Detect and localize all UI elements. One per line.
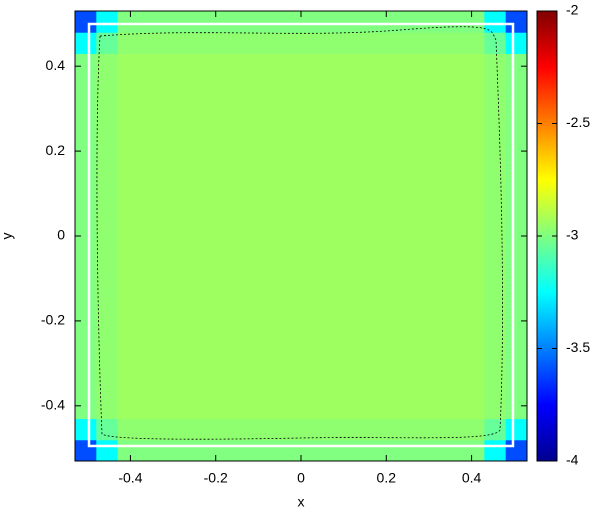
x-tick-label: 0 <box>297 470 305 486</box>
heatmap-cell <box>75 32 97 54</box>
heatmap-cell <box>96 418 119 441</box>
heatmap-cell <box>484 11 507 33</box>
heatmap-cell <box>96 32 119 54</box>
heatmap-cell <box>505 32 528 54</box>
heatmap-cell <box>96 439 119 462</box>
heatmap-cell <box>75 439 97 462</box>
contour <box>96 26 503 440</box>
y-tick-label: -0.4 <box>41 397 65 413</box>
heatmap-cell <box>505 418 528 441</box>
heatmap-cell <box>117 53 485 420</box>
boundary <box>87 22 515 448</box>
x-axis-label: x <box>298 494 305 510</box>
heatmap-cell <box>75 11 97 33</box>
heatmap-cell <box>505 11 528 33</box>
heatmap-cell <box>117 11 485 33</box>
heatmap-cell <box>484 53 507 420</box>
heatmap-cell <box>75 418 97 441</box>
colorbar-tick-label: -4 <box>566 452 579 468</box>
heatmap-cell <box>484 32 507 54</box>
heatmap-cell <box>505 439 528 462</box>
heatmap-cell <box>505 53 528 420</box>
heatmap-cell <box>75 53 97 420</box>
x-tick-label: 0.4 <box>462 470 482 486</box>
x-tick-label: 0.2 <box>377 470 397 486</box>
heatmap-cell <box>96 53 119 420</box>
y-tick-label: 0.4 <box>46 57 66 73</box>
heatmap-cell <box>484 439 507 462</box>
y-tick-label: -0.2 <box>41 312 65 328</box>
heatmap-cell <box>484 418 507 441</box>
y-tick-label: 0 <box>57 227 65 243</box>
x-tick-label: -0.2 <box>204 470 228 486</box>
colorbar-tick-label: -3 <box>566 227 579 243</box>
y-axis-label: y <box>0 233 15 240</box>
colorbar-tick-label: -2 <box>566 2 579 18</box>
colorbar-tick-label: -3.5 <box>566 339 590 355</box>
y-tick-label: 0.2 <box>46 142 66 158</box>
heatmap-cell <box>117 418 485 441</box>
heatmap-cell <box>117 32 485 54</box>
colorbar-tick-label: -2.5 <box>566 114 590 130</box>
heatmap-cell <box>96 11 119 33</box>
x-tick-label: -0.4 <box>118 470 142 486</box>
